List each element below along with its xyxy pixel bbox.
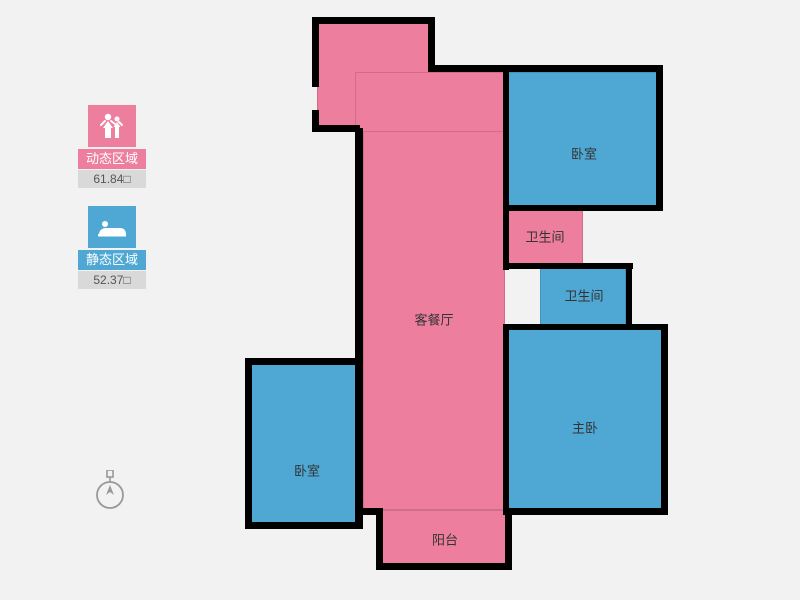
wall-7 bbox=[656, 65, 663, 210]
wall-12 bbox=[503, 324, 668, 330]
wall-5 bbox=[428, 65, 508, 72]
room-bath1: 卫生间 bbox=[505, 206, 583, 264]
wall-3 bbox=[312, 125, 360, 132]
wall-6 bbox=[503, 65, 663, 72]
room-master: 主卧 bbox=[505, 326, 663, 510]
legend-dynamic-value: 61.84□ bbox=[78, 170, 146, 188]
room-bed2: 卧室 bbox=[250, 364, 363, 524]
wall-9 bbox=[503, 205, 663, 211]
wall-4 bbox=[428, 17, 435, 65]
room-label-master: 主卧 bbox=[572, 418, 598, 437]
rest-icon bbox=[88, 206, 136, 248]
compass-icon bbox=[92, 470, 128, 512]
wall-20 bbox=[355, 358, 363, 528]
room-label-balcony: 阳台 bbox=[432, 530, 458, 549]
wall-0 bbox=[312, 17, 432, 24]
legend-dynamic: 动态区域 61.84□ bbox=[78, 105, 146, 188]
wall-15 bbox=[503, 508, 668, 515]
wall-19 bbox=[245, 522, 363, 529]
wall-14 bbox=[503, 324, 509, 514]
floor-plan: 厨房客餐厅卫生间阳台卧室卫生间主卧卧室 bbox=[250, 10, 690, 590]
room-bed1: 卧室 bbox=[505, 72, 660, 206]
room-living_ext bbox=[355, 72, 505, 132]
legend-static-label: 静态区域 bbox=[78, 250, 146, 270]
wall-10 bbox=[503, 263, 633, 269]
room-balcony: 阳台 bbox=[380, 510, 508, 566]
room-bath2: 卫生间 bbox=[540, 264, 626, 326]
wall-11 bbox=[626, 263, 632, 330]
legend-panel: 动态区域 61.84□ 静态区域 52.37□ bbox=[78, 105, 146, 307]
legend-dynamic-label: 动态区域 bbox=[78, 149, 146, 169]
legend-static-value: 52.37□ bbox=[78, 271, 146, 289]
room-label-bed1: 卧室 bbox=[571, 144, 597, 163]
room-label-bed2: 卧室 bbox=[294, 461, 320, 480]
wall-1 bbox=[312, 17, 319, 87]
wall-22 bbox=[376, 508, 383, 570]
wall-8 bbox=[503, 65, 509, 270]
room-label-living: 客餐厅 bbox=[414, 310, 453, 329]
room-label-bath2: 卫生间 bbox=[564, 286, 603, 305]
wall-24 bbox=[505, 508, 512, 570]
room-living: 客餐厅 bbox=[363, 128, 505, 510]
wall-18 bbox=[245, 358, 252, 528]
room-label-bath1: 卫生间 bbox=[525, 227, 564, 246]
legend-static: 静态区域 52.37□ bbox=[78, 206, 146, 289]
wall-13 bbox=[661, 324, 668, 514]
wall-23 bbox=[376, 563, 511, 570]
wall-17 bbox=[245, 358, 363, 365]
wall-16 bbox=[355, 128, 363, 363]
people-icon bbox=[88, 105, 136, 147]
